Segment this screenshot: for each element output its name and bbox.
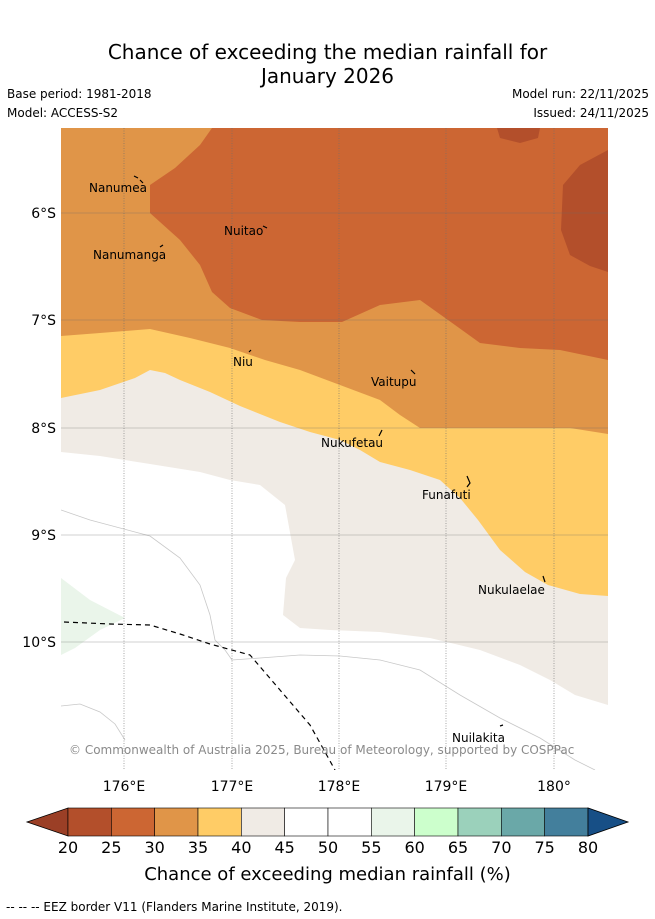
place-nanumanga: Nanumanga — [93, 248, 166, 262]
colorbar-low-extend — [25, 807, 69, 837]
lon-label-180: 180° — [537, 779, 571, 795]
niu-island-icon — [248, 349, 252, 353]
lat-label-8s: 8°S — [31, 421, 56, 437]
lon-label-176e: 176°E — [103, 779, 146, 795]
contour-lines — [61, 509, 596, 770]
eez-border — [63, 621, 336, 770]
nanumea-island-icon — [133, 175, 144, 184]
colorbar-tick-60: 60 — [404, 838, 425, 857]
band-20-25-east — [561, 150, 608, 272]
band-20-25-north — [497, 128, 540, 143]
base-period: Base period: 1981-2018 — [7, 87, 152, 101]
lat-label-7s: 7°S — [31, 313, 56, 329]
colorbar-tick-45: 45 — [274, 838, 295, 857]
issued-date: Issued: 24/11/2025 — [533, 106, 649, 120]
colorbar — [25, 807, 630, 837]
vaitupu-island-icon — [410, 369, 416, 375]
model-name: Model: ACCESS-S2 — [7, 106, 119, 120]
lat-label-9s: 9°S — [31, 528, 56, 544]
colorbar-tick-30: 30 — [144, 838, 165, 857]
colorbar-cell-45-50 — [284, 807, 329, 837]
colorbar-tick-80: 80 — [577, 838, 599, 857]
colorbar-cell-70-75 — [501, 807, 545, 837]
colorbar-tick-20: 20 — [57, 838, 79, 857]
band-25-30 — [150, 128, 608, 360]
colorbar-cell-20-25 — [67, 807, 112, 837]
nuilakita-island-icon — [499, 724, 504, 727]
place-nuilakita: Nuilakita — [452, 731, 505, 745]
place-nukufetau: Nukufetau — [321, 436, 383, 450]
place-funafuti: Funafuti — [422, 488, 471, 502]
lon-label-177e: 177°E — [211, 779, 254, 795]
place-niu: Niu — [233, 355, 253, 369]
place-vaitupu: Vaitupu — [371, 375, 417, 389]
colorbar-cell-55-60 — [371, 807, 415, 837]
colorbar-cell-50-55 — [327, 807, 372, 837]
nanumanga-island-icon — [159, 244, 164, 248]
lat-label-10s: 10°S — [22, 635, 56, 651]
colorbar-cell-30-35 — [154, 807, 199, 837]
colorbar-tick-50: 50 — [317, 838, 339, 857]
latitude-grid — [61, 212, 608, 643]
title-line-2: January 2026 — [260, 64, 395, 88]
colorbar-tick-70: 70 — [491, 838, 512, 857]
lat-label-6s: 6°S — [31, 206, 56, 222]
eez-legend: -- -- -- EEZ border V11 (Flanders Marine… — [6, 900, 343, 914]
place-nuitao: Nuitao — [224, 224, 263, 238]
lon-label-178e: 178°E — [318, 779, 361, 795]
title-line-1: Chance of exceeding the median rainfall … — [107, 40, 548, 64]
colorbar-title: Chance of exceeding median rainfall (%) — [144, 864, 511, 885]
lon-label-179e: 179°E — [425, 779, 468, 795]
colorbar-cell-60-65 — [414, 807, 459, 837]
model-run: Model run: 22/11/2025 — [511, 87, 649, 101]
island-shapes — [133, 175, 546, 727]
band-55-60 — [61, 578, 125, 655]
nukufetau-island-icon — [378, 429, 383, 437]
funafuti-island-icon — [466, 475, 471, 488]
copyright-notice: © Commonwealth of Australia 2025, Bureau… — [69, 743, 574, 757]
colorbar-cell-75-80 — [544, 807, 589, 837]
map-area: Nanumea Nanumanga Nuitao Niu Vaitupu Nuk… — [61, 128, 608, 770]
colorbar-tick-25: 25 — [101, 838, 122, 857]
colorbar-tick-65: 65 — [447, 838, 469, 857]
nukulaelae-island-icon — [542, 575, 546, 583]
chart-title: Chance of exceeding the median rainfall … — [0, 40, 655, 88]
colorbar-high-extend — [587, 807, 630, 837]
colorbar-tick-35: 35 — [187, 838, 209, 857]
colorbar-cell-40-45 — [241, 807, 285, 837]
colorbar-tick-55: 55 — [361, 838, 382, 857]
colorbar-cell-65-70 — [457, 807, 502, 837]
colorbar-cell-25-30 — [111, 807, 155, 837]
nuitao-island-icon — [262, 225, 268, 229]
place-nanumea: Nanumea — [89, 181, 147, 195]
colorbar-cell-35-40 — [197, 807, 242, 837]
colorbar-tick-75: 75 — [534, 838, 555, 857]
longitude-grid — [123, 128, 555, 770]
place-nukulaelae: Nukulaelae — [478, 583, 545, 597]
colorbar-tick-40: 40 — [231, 838, 252, 857]
